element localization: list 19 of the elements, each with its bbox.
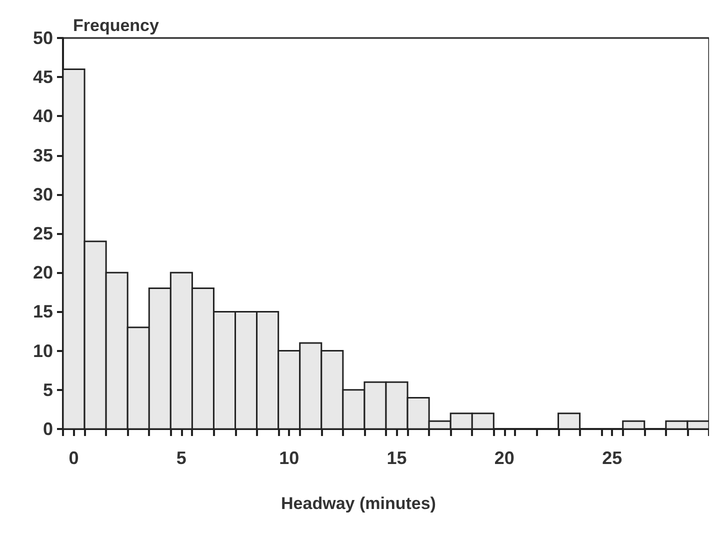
y-tick-label: 40 xyxy=(32,106,53,126)
x-tick-label: 5 xyxy=(176,448,186,468)
y-tick-label: 20 xyxy=(32,262,53,283)
x-tick-label: 20 xyxy=(494,448,514,468)
y-tick-label: 25 xyxy=(32,224,53,244)
y-tick-label: 10 xyxy=(32,340,53,361)
x-axis-title: Headway (minutes) xyxy=(281,494,436,513)
y-tick-label: 30 xyxy=(32,184,53,204)
x-tick-label: 15 xyxy=(386,448,407,468)
x-tick-label: 0 xyxy=(68,448,79,468)
y-tick-label: 45 xyxy=(32,67,53,88)
y-tick-label: 35 xyxy=(32,145,53,166)
y-tick-label: 50 xyxy=(32,28,53,48)
y-tick-label: 0 xyxy=(42,419,53,439)
x-tick-label: 25 xyxy=(602,448,622,468)
x-tick-label: 10 xyxy=(279,448,300,468)
y-tick-label: 5 xyxy=(42,380,53,400)
y-axis-title: Frequency xyxy=(73,16,160,35)
y-tick-label: 15 xyxy=(32,302,53,322)
